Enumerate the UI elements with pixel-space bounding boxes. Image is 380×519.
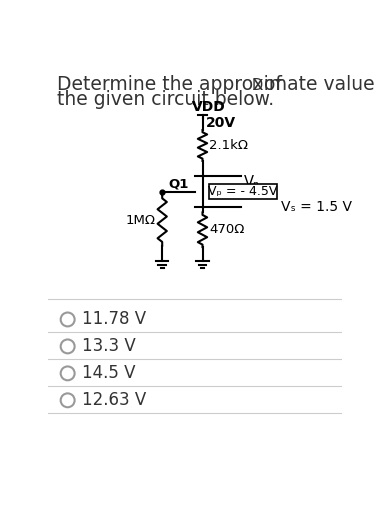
Text: VDD: VDD [192,100,225,114]
Text: 2.1kΩ: 2.1kΩ [209,139,249,152]
Text: Vₚ = - 4.5V: Vₚ = - 4.5V [208,185,277,198]
Text: D: D [252,78,263,93]
Text: Vₙ: Vₙ [244,175,260,190]
Text: of: of [258,75,282,93]
Text: Vₛ = 1.5 V: Vₛ = 1.5 V [281,200,352,214]
Text: Q1: Q1 [168,177,188,190]
Text: 470Ω: 470Ω [209,223,245,236]
FancyBboxPatch shape [209,184,277,199]
Text: 11.78 V: 11.78 V [82,310,146,329]
Text: 1MΩ: 1MΩ [126,214,156,227]
Text: 13.3 V: 13.3 V [82,337,135,356]
Text: 12.63 V: 12.63 V [82,391,146,409]
Text: the given circuit below.: the given circuit below. [57,90,274,109]
Text: 14.5 V: 14.5 V [82,364,135,383]
Text: 20V: 20V [206,116,236,130]
Text: Determine the approximate value of V: Determine the approximate value of V [57,75,380,93]
